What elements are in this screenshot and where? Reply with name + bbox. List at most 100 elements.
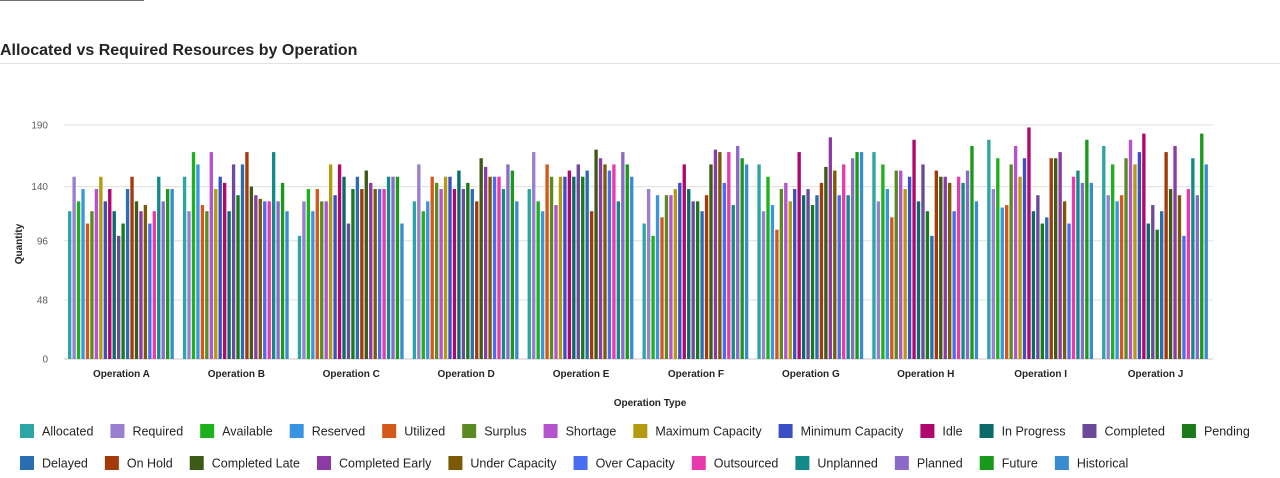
bar[interactable]	[196, 164, 200, 359]
bar[interactable]	[245, 152, 249, 359]
bar[interactable]	[337, 164, 342, 359]
bar[interactable]	[426, 201, 430, 359]
bar[interactable]	[630, 176, 634, 359]
bar[interactable]	[351, 189, 355, 359]
bar[interactable]	[1168, 189, 1173, 359]
bar[interactable]	[1164, 152, 1168, 359]
bar[interactable]	[452, 189, 457, 359]
bar[interactable]	[576, 164, 580, 359]
bar[interactable]	[890, 217, 894, 359]
bar[interactable]	[443, 176, 448, 359]
bar[interactable]	[386, 176, 391, 359]
bar[interactable]	[1133, 164, 1137, 359]
bar[interactable]	[276, 201, 280, 359]
bar[interactable]	[510, 170, 515, 359]
bar[interactable]	[598, 158, 603, 359]
bar[interactable]	[302, 201, 306, 359]
bar[interactable]	[987, 139, 991, 359]
bar[interactable]	[373, 189, 377, 359]
bar[interactable]	[315, 189, 319, 359]
bar[interactable]	[209, 152, 213, 359]
bar[interactable]	[267, 201, 271, 359]
bar[interactable]	[448, 176, 452, 359]
bar[interactable]	[952, 211, 956, 359]
bar[interactable]	[850, 158, 855, 359]
bar[interactable]	[134, 201, 139, 359]
bar[interactable]	[506, 164, 510, 359]
bar[interactable]	[930, 235, 934, 359]
bar[interactable]	[240, 164, 245, 359]
bar[interactable]	[788, 201, 792, 359]
bar[interactable]	[1013, 145, 1018, 359]
bar[interactable]	[761, 211, 766, 359]
bar[interactable]	[1049, 158, 1053, 359]
bar[interactable]	[400, 223, 404, 359]
bar[interactable]	[103, 201, 107, 359]
bar[interactable]	[488, 176, 492, 359]
bar[interactable]	[934, 170, 939, 359]
bar[interactable]	[152, 211, 156, 359]
bar[interactable]	[594, 149, 598, 359]
bar[interactable]	[430, 176, 434, 359]
bar[interactable]	[567, 170, 572, 359]
bar[interactable]	[1142, 133, 1146, 359]
bar[interactable]	[589, 211, 594, 359]
bar[interactable]	[1160, 211, 1164, 359]
bar[interactable]	[328, 164, 333, 359]
bar[interactable]	[501, 189, 506, 359]
bar[interactable]	[793, 189, 797, 359]
bar[interactable]	[718, 152, 722, 359]
bar[interactable]	[779, 189, 784, 359]
bar[interactable]	[139, 211, 143, 359]
bar[interactable]	[182, 176, 187, 359]
bar[interactable]	[709, 164, 713, 359]
bar[interactable]	[1058, 152, 1062, 359]
bar[interactable]	[1173, 145, 1177, 359]
bar[interactable]	[948, 182, 952, 359]
bar[interactable]	[205, 211, 209, 359]
bar[interactable]	[68, 211, 72, 359]
bar[interactable]	[1089, 182, 1093, 359]
bar[interactable]	[492, 176, 497, 359]
bar[interactable]	[925, 211, 930, 359]
bar[interactable]	[1031, 211, 1036, 359]
bar[interactable]	[806, 189, 810, 359]
bar[interactable]	[355, 176, 360, 359]
bar[interactable]	[833, 170, 837, 359]
bar[interactable]	[907, 176, 912, 359]
bar[interactable]	[837, 195, 841, 359]
bar[interactable]	[461, 189, 466, 359]
bar[interactable]	[664, 195, 669, 359]
bar[interactable]	[797, 152, 801, 359]
bar[interactable]	[784, 182, 788, 359]
bar[interactable]	[306, 189, 311, 359]
bar[interactable]	[939, 176, 943, 359]
bar[interactable]	[360, 189, 364, 359]
bar[interactable]	[1137, 152, 1142, 359]
bar[interactable]	[466, 182, 470, 359]
bar[interactable]	[1062, 201, 1067, 359]
bar[interactable]	[704, 195, 709, 359]
bar[interactable]	[855, 152, 859, 359]
bar[interactable]	[421, 211, 425, 359]
bar[interactable]	[558, 176, 563, 359]
bar[interactable]	[1067, 223, 1071, 359]
bar[interactable]	[165, 189, 170, 359]
bar[interactable]	[1036, 195, 1040, 359]
bar[interactable]	[72, 176, 76, 359]
bar[interactable]	[731, 205, 735, 359]
bar[interactable]	[382, 189, 386, 359]
bar[interactable]	[1102, 145, 1106, 359]
bar[interactable]	[1191, 158, 1195, 359]
bar[interactable]	[439, 189, 443, 359]
bar[interactable]	[214, 189, 218, 359]
bar[interactable]	[682, 164, 686, 359]
bar[interactable]	[1040, 223, 1044, 359]
bar[interactable]	[412, 201, 417, 359]
bar[interactable]	[846, 195, 850, 359]
bar[interactable]	[191, 152, 196, 359]
bar[interactable]	[536, 201, 540, 359]
bar[interactable]	[434, 182, 439, 359]
bar[interactable]	[346, 223, 351, 359]
bar[interactable]	[770, 205, 775, 359]
